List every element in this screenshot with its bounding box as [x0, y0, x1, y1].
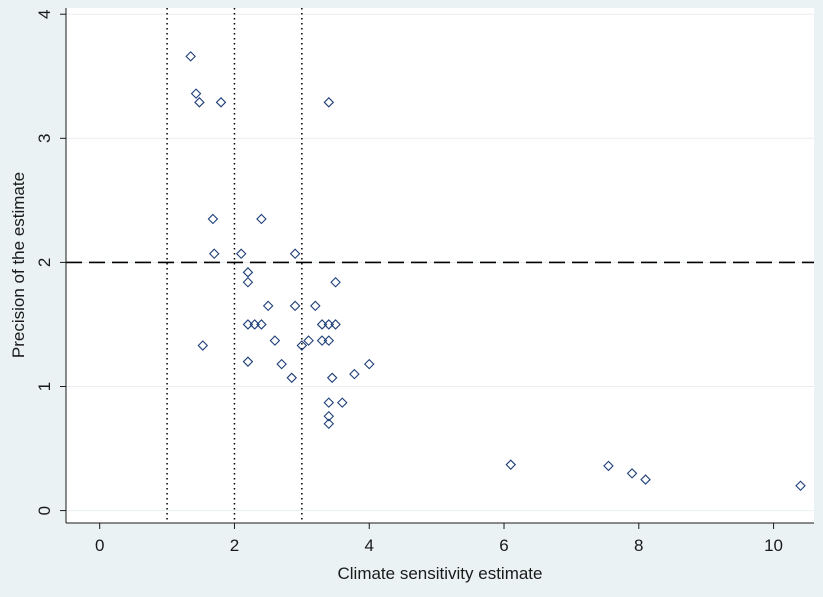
data-point: [349, 368, 360, 380]
data-point: [262, 300, 274, 312]
reference-lines: [66, 8, 814, 523]
data-point: [323, 97, 335, 108]
y-tick-label: 2: [35, 258, 54, 267]
data-point: [337, 397, 348, 408]
data-point: [207, 213, 219, 225]
x-tick-label: 8: [634, 536, 643, 555]
axes: [65, 8, 814, 524]
x-tick-label: 2: [230, 536, 239, 555]
data-point: [286, 372, 298, 384]
plot-area: [66, 8, 814, 523]
x-tick-label: 10: [764, 536, 783, 555]
y-tick-label: 3: [35, 134, 54, 143]
data-point: [276, 358, 287, 370]
data-point: [242, 276, 254, 288]
x-tick-label: 6: [499, 536, 508, 555]
x-tick-label: 0: [95, 536, 104, 555]
data-point: [505, 459, 517, 470]
data-point: [256, 319, 267, 330]
data-point: [626, 468, 638, 479]
data-point: [208, 248, 220, 259]
data-point: [303, 335, 314, 346]
data-point: [323, 335, 335, 346]
data-point: [323, 410, 335, 422]
data-point: [603, 460, 614, 472]
data-point: [640, 474, 651, 485]
data-point: [330, 319, 341, 330]
data-point: [296, 340, 308, 351]
data-point: [323, 397, 335, 408]
data-point: [242, 267, 254, 278]
data-point: [256, 213, 267, 225]
data-point: [289, 248, 301, 259]
data-point: [242, 356, 254, 367]
y-ticks: 0 1 2 3 4: [35, 9, 66, 515]
y-axis-label: Precision of the estimate: [9, 172, 28, 358]
data-point: [235, 248, 247, 259]
data-point: [197, 340, 209, 351]
data-point: [289, 300, 301, 312]
data-point: [323, 418, 335, 430]
data-point: [190, 88, 202, 99]
x-tick-label: 4: [365, 536, 374, 555]
data-point: [185, 51, 196, 62]
data-point: [269, 335, 281, 346]
data-points: [185, 51, 806, 492]
data-point: [795, 480, 806, 492]
data-point: [194, 97, 205, 108]
x-ticks: 0 2 4 6 8 10: [95, 523, 783, 555]
data-point: [310, 300, 321, 312]
data-point: [363, 358, 375, 370]
data-point: [330, 276, 341, 288]
data-point: [215, 97, 227, 108]
y-tick-label: 0: [35, 506, 54, 515]
y-tick-label: 4: [35, 9, 54, 18]
data-point: [326, 372, 338, 384]
x-axis-label: Climate sensitivity estimate: [337, 564, 542, 583]
y-tick-label: 1: [35, 382, 54, 391]
